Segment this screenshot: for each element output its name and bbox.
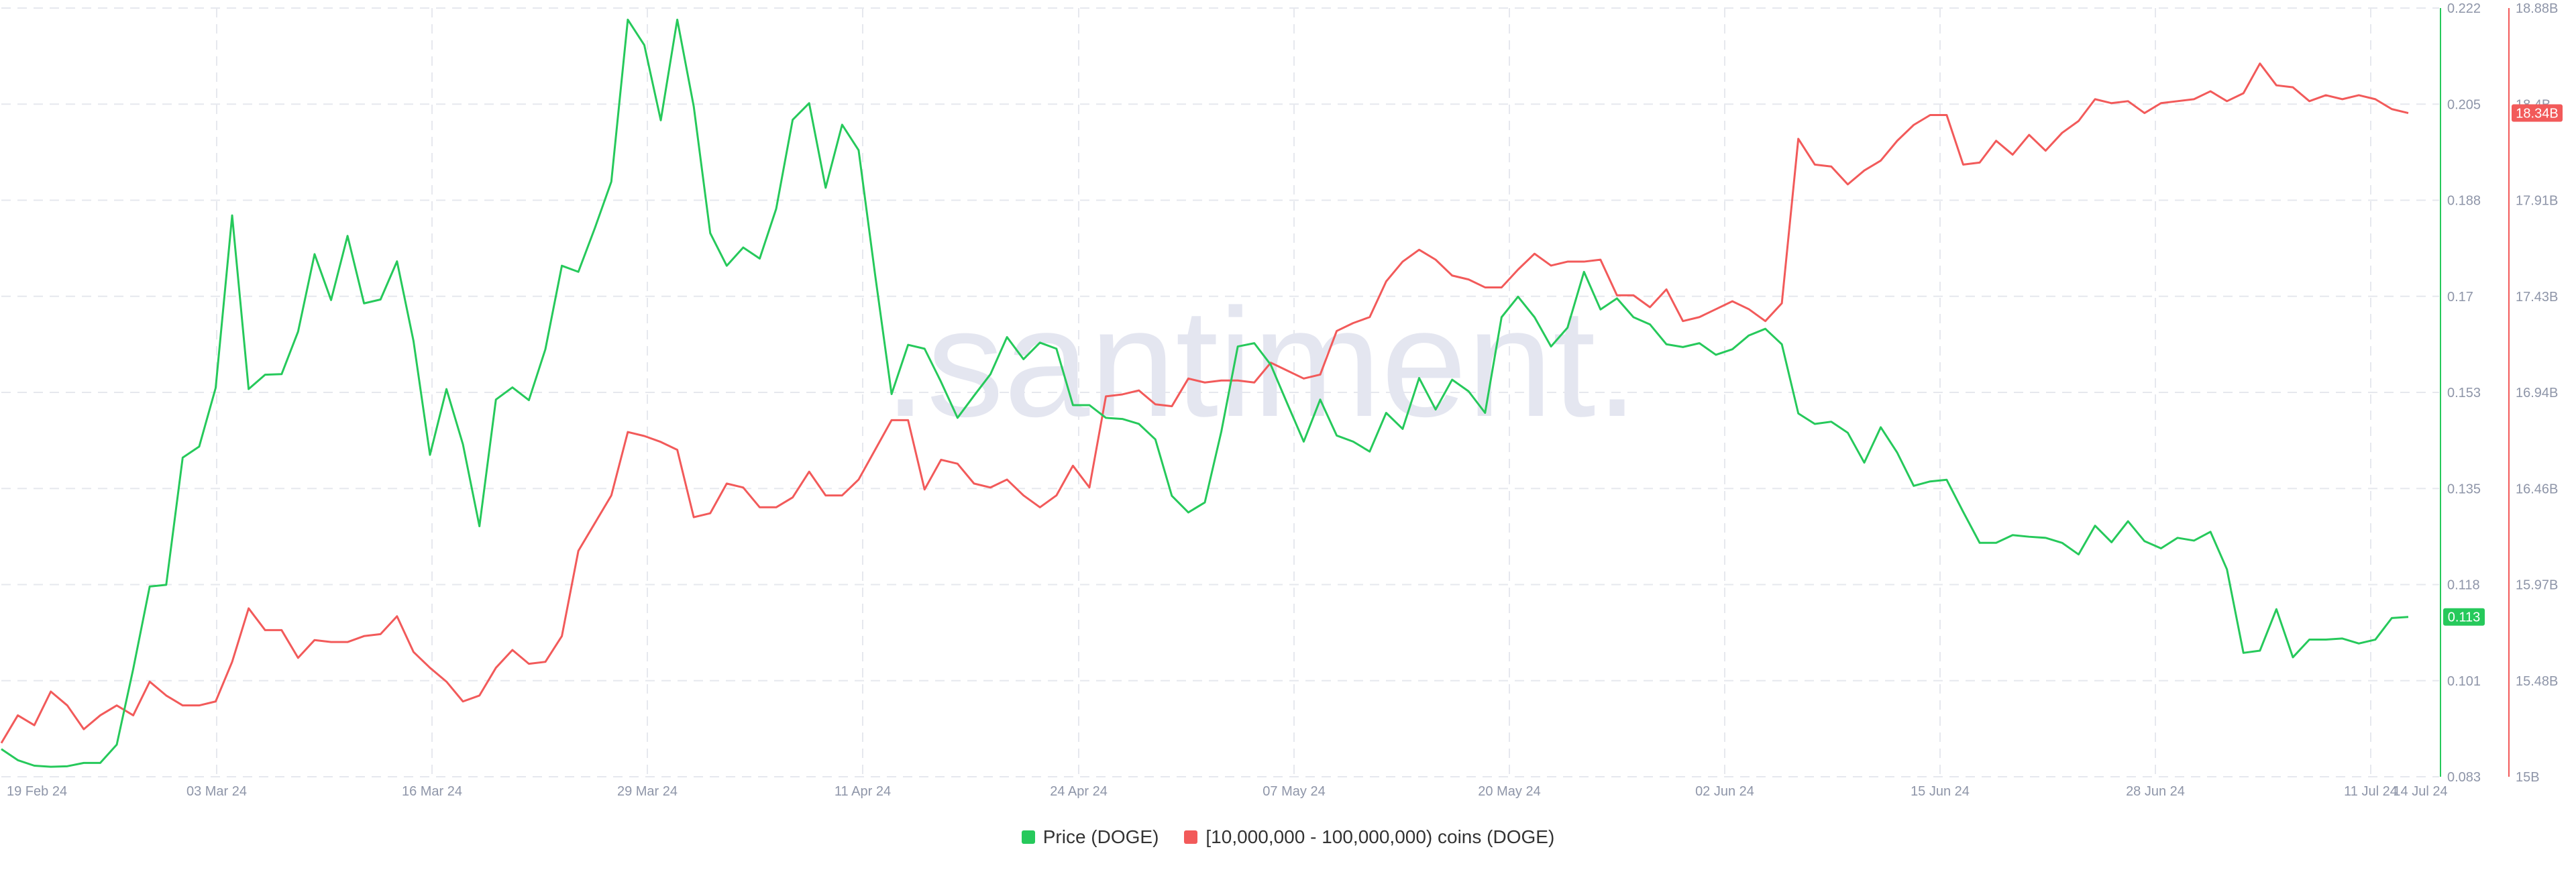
legend-item-coins[interactable]: [10,000,000 - 100,000,000) coins (DOGE) bbox=[1184, 826, 1554, 848]
svg-text:0.113: 0.113 bbox=[2448, 610, 2481, 625]
x-axis-tick-label: 02 Jun 24 bbox=[1695, 784, 1754, 799]
x-axis-tick-label: 15 Jun 24 bbox=[1911, 784, 1970, 799]
grid-layer bbox=[1, 7, 2439, 777]
coins-axis-tick-label: 15.48B bbox=[2516, 674, 2558, 689]
price-axis-tick-label: 0.101 bbox=[2447, 674, 2481, 689]
price-axis-tick-label: 0.205 bbox=[2447, 97, 2481, 112]
price-series-line bbox=[1, 18, 2409, 768]
coins-axis-tick-label: 16.94B bbox=[2516, 386, 2558, 400]
price-axis-tick-label: 0.083 bbox=[2447, 770, 2481, 785]
legend-item-price[interactable]: Price (DOGE) bbox=[1021, 826, 1159, 848]
x-axis-tick-label: 24 Apr 24 bbox=[1050, 784, 1108, 799]
coins-swatch-icon bbox=[1184, 830, 1198, 844]
x-axis-tick-label: 28 Jun 24 bbox=[2126, 784, 2185, 799]
x-axis-tick-label: 07 May 24 bbox=[1263, 784, 1325, 799]
price-current-badge: 0.113 bbox=[2443, 608, 2485, 626]
price-swatch-icon bbox=[1021, 830, 1035, 844]
price-axis-tick-label: 0.222 bbox=[2447, 1, 2481, 16]
legend-coins-label: [10,000,000 - 100,000,000) coins (DOGE) bbox=[1205, 826, 1555, 847]
coins-axis-tick-label: 17.43B bbox=[2516, 290, 2558, 305]
x-axis-tick-label: 29 Mar 24 bbox=[617, 784, 678, 799]
coins-axis-tick-label: 17.91B bbox=[2516, 194, 2558, 209]
price-axis-tick-label: 0.17 bbox=[2447, 290, 2473, 305]
x-axis-tick-label: 14 Jul 24 bbox=[2393, 784, 2447, 799]
coins-axis-tick-label: 15.97B bbox=[2516, 578, 2558, 593]
watermark: .santiment. bbox=[884, 276, 1639, 449]
coins-axis-tick-label: 16.46B bbox=[2516, 482, 2558, 496]
legend-price-label: Price (DOGE) bbox=[1042, 826, 1159, 847]
chart-svg: .santiment. 0.22218.88B0.20518.4B0.18817… bbox=[0, 1, 2563, 799]
coins-axis-tick-label: 18.88B bbox=[2516, 1, 2558, 16]
ticks-layer: 0.22218.88B0.20518.4B0.18817.91B0.1717.4… bbox=[7, 1, 2558, 799]
x-axis-tick-label: 11 Apr 24 bbox=[835, 784, 891, 799]
svg-text:18.34B: 18.34B bbox=[2516, 107, 2558, 121]
x-axis-tick-label: 19 Feb 24 bbox=[7, 784, 67, 799]
price-axis-tick-label: 0.135 bbox=[2447, 482, 2481, 496]
coins-current-badge: 18.34B bbox=[2512, 104, 2563, 122]
x-axis-tick-label: 03 Mar 24 bbox=[186, 784, 247, 799]
price-axis-tick-label: 0.188 bbox=[2447, 194, 2481, 209]
price-axis-tick-label: 0.153 bbox=[2447, 386, 2481, 400]
price-axis-tick-label: 0.118 bbox=[2447, 578, 2480, 593]
x-axis-tick-label: 16 Mar 24 bbox=[402, 784, 462, 799]
x-axis-tick-label: 11 Jul 24 bbox=[2344, 784, 2398, 799]
legend: Price (DOGE) [10,000,000 - 100,000,000) … bbox=[0, 824, 2576, 851]
coins-series-line bbox=[0, 62, 2409, 744]
coins-axis-tick-label: 15B bbox=[2516, 770, 2540, 785]
x-axis-tick-label: 20 May 24 bbox=[1478, 784, 1540, 799]
